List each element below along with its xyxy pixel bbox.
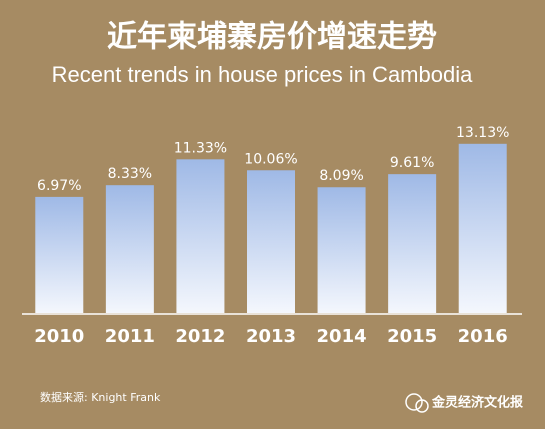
value-label: 13.13%: [456, 125, 509, 141]
bar: [176, 159, 225, 313]
x-tick-label: 2016: [458, 326, 508, 347]
bar: [317, 187, 366, 313]
watermark: 金灵经济文化报: [431, 395, 524, 411]
bar: [458, 143, 507, 313]
x-tick-label: 2013: [246, 326, 296, 347]
bar: [105, 185, 154, 313]
bar: [388, 174, 437, 313]
x-tick-label: 2011: [105, 326, 155, 347]
source: 数据来源: Knight Frank: [40, 390, 161, 404]
chart-title: 近年柬埔寨房价增速走势: [107, 20, 437, 55]
value-label: 11.33%: [174, 140, 227, 156]
value-label: 6.97%: [37, 178, 81, 194]
value-label: 10.06%: [244, 151, 297, 167]
chart-subtitle: Recent trends in house prices in Cambodi…: [52, 62, 473, 87]
bar: [247, 170, 295, 313]
x-tick-label: 2010: [34, 326, 84, 347]
x-tick-label: 2015: [387, 326, 437, 347]
watermark-icon: [405, 393, 429, 413]
value-label: 8.33%: [108, 166, 152, 182]
x-tick-label: 2014: [317, 326, 367, 347]
value-label: 8.09%: [319, 168, 363, 184]
bar: [35, 196, 84, 313]
value-label: 9.61%: [390, 155, 434, 171]
x-tick-label: 2012: [175, 326, 225, 347]
